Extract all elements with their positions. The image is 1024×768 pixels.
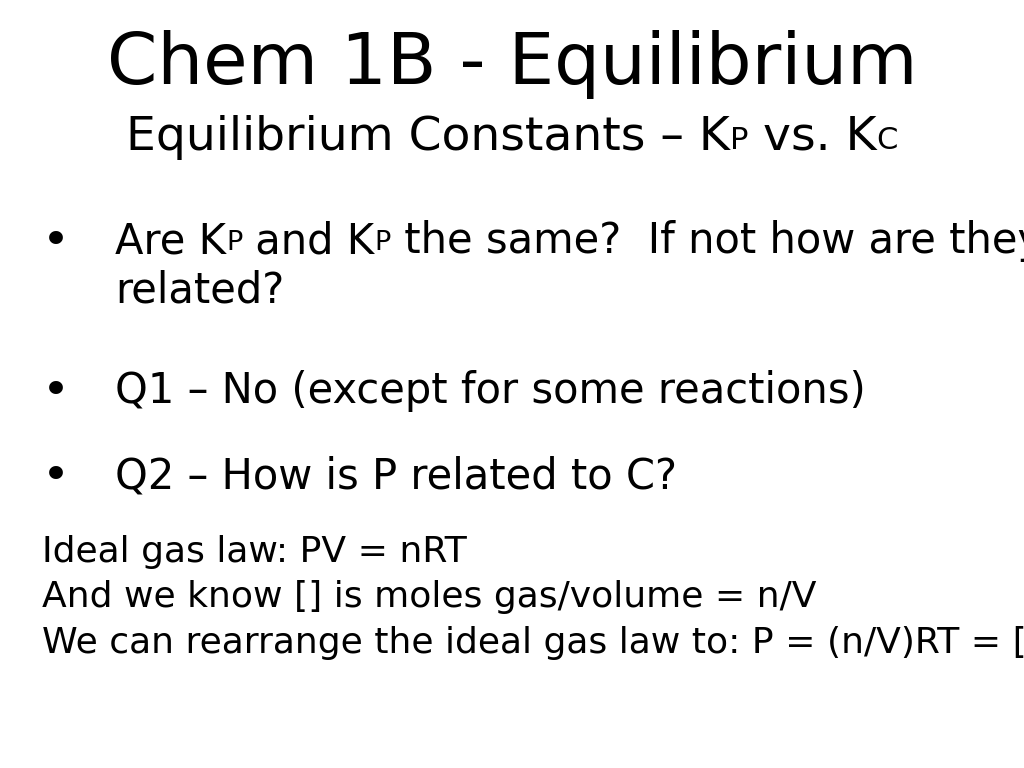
Text: Ideal gas law: PV = nRT: Ideal gas law: PV = nRT (42, 535, 467, 569)
Text: We can rearrange the ideal gas law to: P = (n/V)RT = []RT: We can rearrange the ideal gas law to: P… (42, 626, 1024, 660)
Text: Are K: Are K (115, 220, 226, 262)
Text: And we know [] is moles gas/volume = n/V: And we know [] is moles gas/volume = n/V (42, 581, 816, 614)
Text: Equilibrium Constants – K: Equilibrium Constants – K (126, 115, 730, 160)
Text: •: • (42, 455, 70, 500)
Text: Q2 – How is P related to C?: Q2 – How is P related to C? (115, 455, 677, 497)
Text: vs. K: vs. K (749, 115, 877, 160)
Text: Q1 – No (except for some reactions): Q1 – No (except for some reactions) (115, 370, 865, 412)
Text: Chem 1B - Equilibrium: Chem 1B - Equilibrium (106, 30, 918, 99)
Text: C: C (877, 126, 898, 155)
Text: the same?  If not how are they: the same? If not how are they (390, 220, 1024, 262)
Text: and K: and K (243, 220, 375, 262)
Text: P: P (375, 230, 390, 257)
Text: •: • (42, 370, 70, 415)
Text: P: P (730, 126, 749, 155)
Text: P: P (226, 230, 243, 257)
Text: related?: related? (115, 270, 285, 312)
Text: •: • (42, 220, 70, 265)
